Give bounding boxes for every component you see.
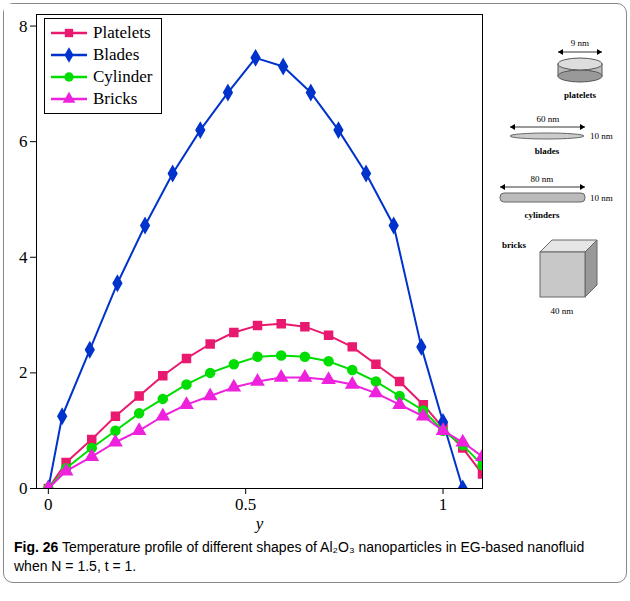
svg-text:1: 1: [439, 495, 448, 514]
svg-text:4: 4: [19, 248, 28, 267]
svg-text:80 nm: 80 nm: [531, 174, 554, 184]
svg-text:2: 2: [19, 363, 28, 382]
html-text:Blades: Blades: [93, 45, 140, 64]
svg-text:9 nm: 9 nm: [571, 38, 589, 48]
svg-text:10 nm: 10 nm: [590, 131, 613, 141]
svg-text:10 nm: 10 nm: [590, 193, 613, 203]
svg-text:6: 6: [19, 132, 28, 151]
svg-text:0: 0: [19, 479, 28, 498]
svg-text:8: 8: [19, 17, 28, 36]
svg-text:blades: blades: [535, 146, 560, 156]
svg-text:platelets: platelets: [564, 90, 596, 100]
html-text:Fig. 26 Temperature profile of: Fig. 26 Temperature profile of different…: [14, 539, 585, 574]
svg-text:40 nm: 40 nm: [551, 306, 574, 316]
svg-text:y: y: [254, 514, 264, 533]
svg-text:cylinders: cylinders: [525, 210, 560, 220]
html-text:Platelets: Platelets: [93, 23, 151, 42]
svg-text:60 nm: 60 nm: [537, 114, 560, 124]
html-text:Bricks: Bricks: [93, 89, 138, 108]
svg-text:0.5: 0.5: [235, 495, 256, 514]
svg-text:0: 0: [44, 495, 53, 514]
html-text:Cylinder: Cylinder: [93, 67, 153, 86]
svg-text:bricks: bricks: [502, 240, 527, 250]
